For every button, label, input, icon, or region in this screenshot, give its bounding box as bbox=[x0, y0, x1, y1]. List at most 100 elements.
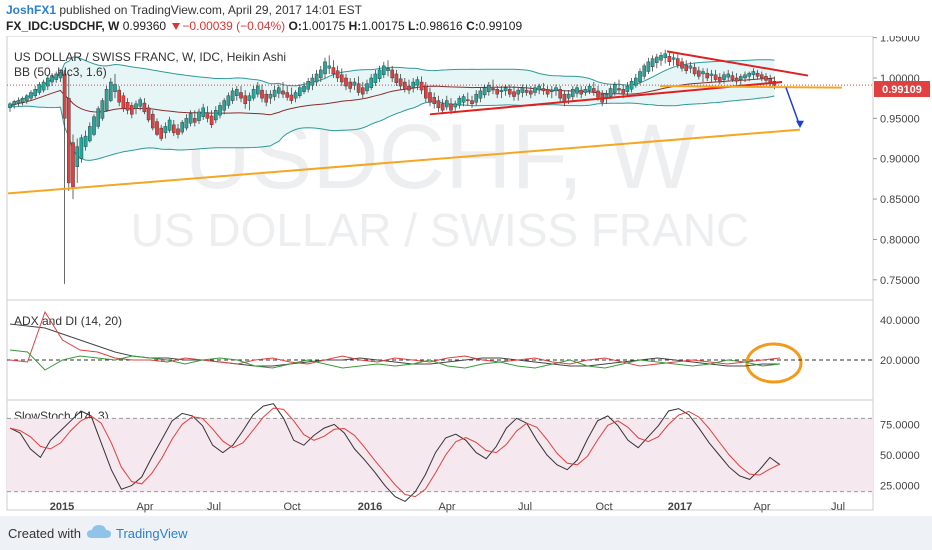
candle bbox=[440, 98, 445, 115]
candle bbox=[163, 122, 168, 139]
candle-body bbox=[289, 94, 294, 101]
candle-body bbox=[71, 142, 75, 188]
candle bbox=[734, 73, 739, 85]
candle-body bbox=[537, 85, 541, 91]
candle-body bbox=[516, 89, 520, 95]
candle bbox=[613, 82, 617, 96]
candle bbox=[634, 73, 638, 88]
adx-series-line bbox=[9, 310, 781, 367]
candle-body bbox=[108, 81, 113, 101]
time-tick-label: 2017 bbox=[668, 501, 692, 513]
candle-body bbox=[659, 55, 663, 61]
candle-body bbox=[398, 78, 403, 87]
candle-body bbox=[83, 135, 88, 147]
candle bbox=[230, 87, 235, 104]
stoch-tick-label: 25.0000 bbox=[880, 481, 920, 493]
candle bbox=[680, 57, 684, 72]
tradingview-cloud-icon bbox=[87, 525, 111, 538]
candle bbox=[314, 69, 319, 87]
adx-tick-label: 40.0000 bbox=[880, 315, 920, 327]
candle-body bbox=[150, 114, 155, 129]
candle-body bbox=[726, 73, 730, 78]
candle-body bbox=[180, 122, 185, 133]
candle bbox=[499, 86, 504, 99]
candle bbox=[474, 90, 479, 106]
candle bbox=[213, 106, 218, 124]
candle bbox=[726, 69, 730, 82]
candle-body bbox=[499, 89, 504, 92]
tradingview-brand-link[interactable]: TradingView bbox=[116, 526, 188, 541]
candle-body bbox=[482, 87, 487, 96]
candle bbox=[100, 98, 105, 121]
candle bbox=[356, 76, 361, 96]
candle bbox=[516, 87, 520, 101]
candle-body bbox=[642, 65, 646, 77]
candle-body bbox=[512, 91, 516, 97]
candle-body bbox=[348, 81, 353, 89]
candle bbox=[184, 114, 189, 131]
candle bbox=[25, 94, 29, 104]
candle-body bbox=[125, 102, 130, 111]
bb-indicator-label: BB (50, hlc3, 1.6) bbox=[14, 65, 107, 79]
candle-body bbox=[655, 56, 659, 63]
candle bbox=[12, 99, 17, 109]
candle bbox=[302, 82, 306, 95]
candle-body bbox=[46, 77, 50, 87]
time-tick-label: Apr bbox=[438, 501, 455, 513]
candle-body bbox=[403, 81, 407, 90]
candle-body bbox=[184, 118, 189, 129]
candle bbox=[205, 106, 210, 123]
candle bbox=[579, 86, 583, 99]
time-tick-label: Jul bbox=[518, 501, 532, 513]
candle-body bbox=[739, 76, 743, 80]
candle-body bbox=[520, 87, 525, 93]
time-tick-label: Oct bbox=[595, 501, 612, 513]
candle bbox=[482, 84, 487, 99]
low-value: 0.98616 bbox=[419, 19, 463, 33]
high-label: H: bbox=[348, 19, 362, 33]
candle bbox=[760, 71, 764, 82]
candle bbox=[50, 73, 54, 87]
candle-body bbox=[566, 93, 571, 99]
candle-body bbox=[751, 71, 756, 75]
close-label: C: bbox=[466, 19, 479, 33]
candle bbox=[58, 69, 63, 83]
candle-body bbox=[734, 77, 739, 82]
candle-body bbox=[87, 126, 92, 142]
candle bbox=[239, 86, 243, 103]
author-link[interactable]: JoshFX1 bbox=[6, 3, 57, 17]
candle bbox=[8, 102, 12, 112]
candle bbox=[743, 71, 747, 83]
candle bbox=[37, 82, 42, 95]
axes: 1.050001.000000.950000.900000.850000.800… bbox=[7, 36, 920, 513]
candle-body bbox=[667, 55, 672, 63]
candle bbox=[432, 92, 437, 109]
candle bbox=[104, 86, 109, 112]
candle bbox=[260, 84, 264, 103]
candle bbox=[201, 103, 206, 120]
candle-body bbox=[386, 68, 390, 71]
candle bbox=[87, 122, 92, 143]
time-tick-label: 2016 bbox=[358, 501, 382, 513]
candle-body bbox=[79, 137, 84, 159]
candle-body bbox=[54, 73, 58, 80]
price-tick-label: 0.90000 bbox=[880, 154, 920, 166]
candle-body bbox=[545, 89, 550, 95]
candle bbox=[398, 73, 403, 91]
time-tick-label: 2015 bbox=[50, 501, 74, 513]
candle bbox=[331, 60, 336, 78]
candle bbox=[146, 104, 151, 123]
candle bbox=[550, 86, 554, 99]
candle-body bbox=[730, 75, 735, 80]
candle-body bbox=[415, 79, 420, 86]
candle-body bbox=[310, 77, 315, 86]
candle-body bbox=[541, 88, 546, 92]
candle-body bbox=[596, 90, 600, 98]
candle-body bbox=[676, 58, 680, 66]
candle bbox=[340, 68, 344, 87]
candle-body bbox=[760, 74, 764, 79]
chart-canvas[interactable]: USDCHF, W US DOLLAR / SWISS FRANC US DOL… bbox=[0, 36, 932, 516]
candle bbox=[382, 61, 386, 78]
candle-body bbox=[613, 84, 617, 93]
candle bbox=[524, 84, 529, 96]
